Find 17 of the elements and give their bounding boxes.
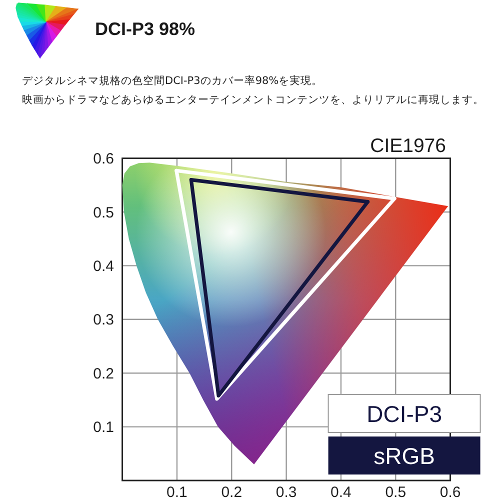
y-tick-label: 0.6 (93, 150, 114, 168)
x-tick-label: 0.6 (440, 484, 461, 500)
y-tick-label: 0.3 (93, 312, 114, 329)
chart-title: DCI-P3 98% (95, 19, 196, 39)
text: DCI-P3 (366, 400, 442, 427)
y-tick-label: 0.4 (93, 258, 114, 275)
y-tick-label: 0.1 (93, 419, 114, 436)
y-tick-label: 0.2 (93, 365, 114, 382)
x-tick-label: 0.3 (276, 484, 297, 500)
x-tick-label: 0.5 (385, 484, 406, 500)
y-tick-label: 0.5 (93, 204, 114, 222)
x-tick-label: 0.4 (330, 484, 352, 500)
text: CIE1976 (370, 135, 446, 157)
chart-subtitle: デジタルシネマ規格の色空間DCI-P3のカバー率98%を実現。映画からドラマなどあらゆるエンターテインメントコンテンツを、よりリアルに再現します。 (22, 74, 484, 106)
text: sRGB (374, 442, 435, 469)
x-tick-label: 0.2 (221, 484, 242, 500)
x-tick-label: 0.1 (166, 484, 188, 500)
